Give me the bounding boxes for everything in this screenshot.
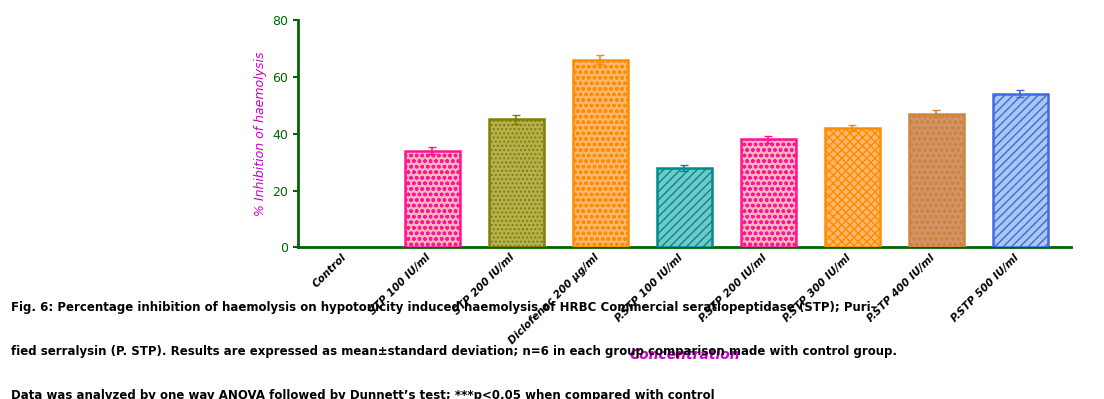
Text: Fig. 6: Percentage inhibition of haemolysis on hypotonicity induced haemolysis o: Fig. 6: Percentage inhibition of haemoly… (11, 301, 875, 314)
Bar (825, 128, 880, 247)
Bar (405, 151, 459, 247)
Bar (994, 94, 1048, 247)
Y-axis label: % Inhibition of haemolysis: % Inhibition of haemolysis (254, 51, 267, 216)
Bar (573, 60, 628, 247)
X-axis label: Concentration: Concentration (629, 348, 740, 361)
Bar (741, 139, 796, 247)
Bar (910, 114, 964, 247)
Bar (489, 119, 544, 247)
Text: Data was analyzed by one way ANOVA followed by Dunnett’s test; ***p<0.05 when co: Data was analyzed by one way ANOVA follo… (11, 389, 714, 399)
Text: fied serralysin (P. STP). Results are expressed as mean±standard deviation; n=6 : fied serralysin (P. STP). Results are ex… (11, 345, 898, 358)
Bar (657, 168, 712, 247)
